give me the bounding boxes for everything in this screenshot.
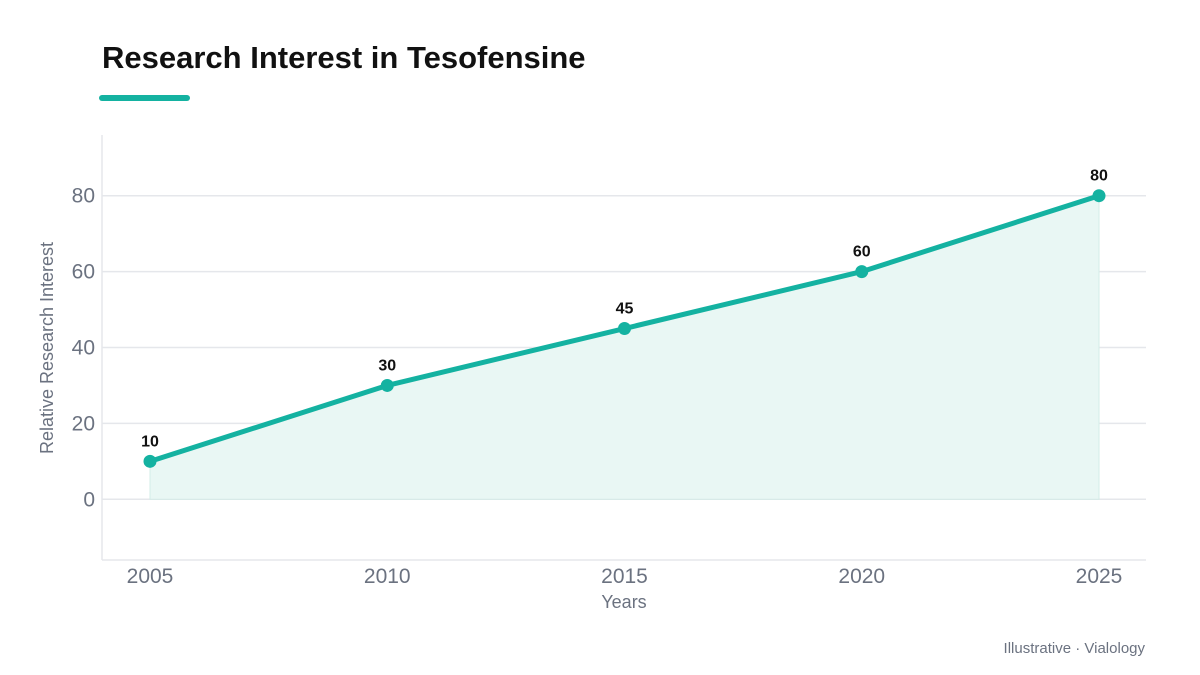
y-tick-label: 40 [72, 337, 95, 360]
data-labels: 10 30 45 60 80 [141, 168, 1108, 451]
title-accent-underline [99, 95, 190, 101]
data-label: 60 [853, 244, 871, 261]
data-point [1092, 189, 1106, 203]
data-label: 45 [616, 301, 634, 318]
chart-title: Research Interest in Tesofensine [102, 40, 586, 75]
y-tick-label: 20 [72, 412, 95, 435]
tick-labels: 0 20 40 60 80 2005 2010 2015 2020 2025 [72, 185, 1123, 588]
data-points [143, 189, 1106, 468]
x-axis-title: Years [601, 592, 646, 612]
x-tick-label: 2015 [601, 565, 648, 588]
y-tick-label: 0 [83, 488, 95, 511]
y-axis-title: Relative Research Interest [37, 242, 57, 454]
footer-credit: Illustrative · Vialology [1003, 640, 1145, 657]
data-label: 10 [141, 433, 159, 450]
x-tick-label: 2025 [1076, 565, 1123, 588]
data-point [143, 454, 157, 468]
data-point [855, 265, 869, 279]
data-point [618, 322, 631, 336]
y-tick-label: 80 [72, 185, 95, 208]
x-tick-label: 2005 [127, 565, 174, 588]
y-tick-label: 60 [72, 261, 95, 284]
axes [101, 135, 1146, 561]
data-label: 80 [1090, 168, 1108, 185]
x-tick-label: 2020 [838, 565, 885, 588]
x-tick-label: 2010 [364, 565, 411, 588]
data-label: 30 [378, 357, 396, 374]
data-point [380, 378, 394, 392]
